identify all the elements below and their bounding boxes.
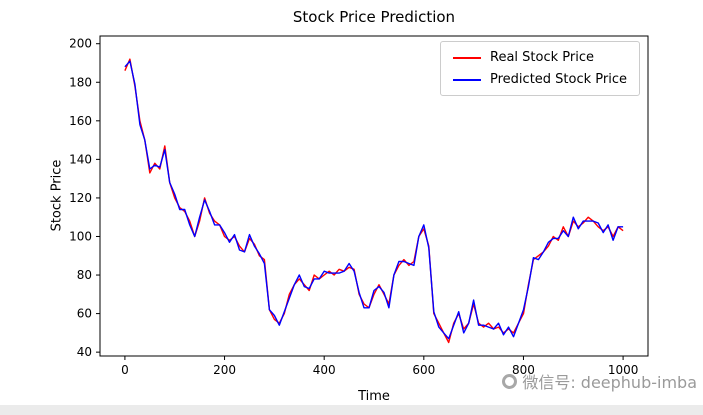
series-line-real — [124, 58, 624, 344]
y-tick-label: 160 — [69, 114, 92, 128]
x-tick-label: 200 — [213, 363, 236, 377]
y-axis-label: Stock Price — [49, 159, 65, 232]
y-tick-label: 120 — [69, 191, 92, 205]
legend-item-real: Real Stock Price — [453, 50, 627, 65]
chart-title: Stock Price Prediction — [292, 8, 456, 26]
y-tick-label: 200 — [69, 37, 92, 51]
y-tick-label: 180 — [69, 75, 92, 89]
y-tick-label: 40 — [77, 345, 92, 359]
x-tick-label: 600 — [412, 363, 435, 377]
bottom-strip — [0, 405, 703, 415]
y-tick-label: 80 — [77, 268, 92, 282]
watermark: 微信号: deephub-imba — [502, 369, 697, 393]
x-axis-label: Time — [358, 389, 390, 404]
legend-line-real-icon — [453, 56, 482, 59]
legend-line-predicted-icon — [453, 78, 482, 81]
y-tick-label: 60 — [77, 307, 92, 321]
watermark-text: 微信号: deephub-imba — [522, 373, 697, 392]
x-tick-label: 0 — [121, 363, 129, 377]
legend-label-real: Real Stock Price — [490, 50, 594, 65]
legend: Real Stock Price Predicted Stock Price — [440, 41, 640, 96]
y-tick-label: 140 — [69, 152, 92, 166]
legend-item-predicted: Predicted Stock Price — [453, 72, 627, 87]
series-line-predicted — [124, 60, 624, 340]
x-tick-label: 1000 — [608, 363, 639, 377]
ring-logo-icon — [502, 373, 518, 389]
legend-label-predicted: Predicted Stock Price — [490, 72, 627, 87]
x-tick-label: 400 — [313, 363, 336, 377]
plot-border — [99, 35, 649, 357]
x-tick-label: 800 — [512, 363, 535, 377]
y-tick-label: 100 — [69, 229, 92, 243]
